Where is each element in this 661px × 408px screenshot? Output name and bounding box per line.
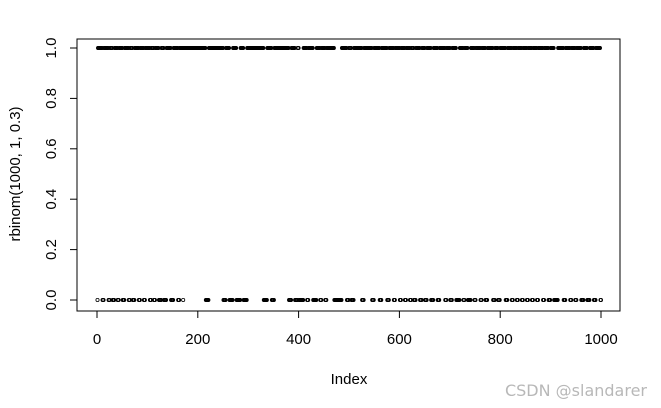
y-tick-label: 0.8 <box>43 88 60 109</box>
data-point <box>339 297 344 302</box>
data-point <box>331 46 336 51</box>
data-point <box>261 46 266 51</box>
data-point <box>473 297 478 302</box>
y-tick-label: 1.0 <box>43 38 60 59</box>
data-point <box>581 297 586 302</box>
data-point <box>264 297 269 302</box>
data-point <box>177 297 182 302</box>
data-point <box>230 297 235 302</box>
x-tick-label: 0 <box>93 331 101 348</box>
x-tick-label: 200 <box>185 331 210 348</box>
data-point <box>122 297 127 302</box>
data-point <box>449 297 454 302</box>
data-point <box>289 297 294 302</box>
data-point <box>398 297 403 302</box>
x-tick-label: 1000 <box>584 331 617 348</box>
data-point <box>542 297 547 302</box>
y-tick-label: 0.6 <box>43 138 60 159</box>
data-point <box>597 46 602 51</box>
data-point <box>593 297 598 302</box>
data-point <box>296 46 301 51</box>
data-point <box>555 297 560 302</box>
data-point <box>551 46 556 51</box>
data-point <box>424 297 429 302</box>
data-point <box>152 297 157 302</box>
y-tick-label: 0.2 <box>43 239 60 260</box>
x-tick-label: 600 <box>387 331 412 348</box>
data-point <box>497 297 502 302</box>
data-point <box>569 297 574 302</box>
data-point <box>223 297 228 302</box>
data-point <box>437 297 442 302</box>
data-point <box>599 297 604 302</box>
data-point <box>241 46 246 51</box>
data-point <box>181 297 186 302</box>
x-tick-label: 800 <box>488 331 513 348</box>
data-point <box>227 46 232 51</box>
data-point <box>431 297 436 302</box>
data-point <box>386 297 391 302</box>
data-point <box>301 297 306 302</box>
data-point <box>530 297 535 302</box>
data-point <box>403 297 408 302</box>
data-point <box>244 297 249 302</box>
data-point <box>457 297 462 302</box>
data-point <box>306 297 311 302</box>
data-point <box>587 297 592 302</box>
data-point <box>234 46 239 51</box>
data-point <box>520 297 525 302</box>
data-point <box>137 297 142 302</box>
data-point <box>351 297 356 302</box>
plot-frame <box>76 38 621 312</box>
data-point <box>324 297 329 302</box>
data-point <box>453 46 458 51</box>
data-point <box>361 297 366 302</box>
data-point <box>310 46 315 51</box>
data-point <box>505 297 510 302</box>
data-point <box>574 297 579 302</box>
data-point <box>95 297 100 302</box>
data-point <box>371 297 376 302</box>
y-axis-title: rbinom(1000, 1, 0.3) <box>7 106 24 241</box>
data-point <box>392 297 397 302</box>
data-point <box>444 297 449 302</box>
data-point <box>314 297 319 302</box>
data-point <box>548 297 553 302</box>
data-points <box>95 46 604 302</box>
data-point <box>563 297 568 302</box>
x-tick-label: 400 <box>286 331 311 348</box>
data-point <box>132 297 137 302</box>
data-point <box>525 297 530 302</box>
data-point <box>206 297 211 302</box>
x-axis: 0 200 400 600 800 1000 <box>93 310 618 348</box>
x-axis-title: Index <box>331 371 368 388</box>
y-axis: 0.0 0.2 0.4 0.6 0.8 1.0 <box>43 38 78 311</box>
data-point <box>510 297 515 302</box>
data-point <box>271 297 276 302</box>
data-point <box>116 297 121 302</box>
data-point <box>142 297 147 302</box>
watermark: CSDN @slandarer <box>504 381 647 400</box>
data-point <box>515 297 520 302</box>
data-point <box>468 297 473 302</box>
data-point <box>479 297 484 302</box>
y-tick-label: 0.0 <box>43 290 60 311</box>
y-tick-label: 0.4 <box>43 189 60 210</box>
data-point <box>379 297 384 302</box>
data-point <box>319 297 324 302</box>
data-point <box>536 297 541 302</box>
data-point <box>485 297 490 302</box>
data-point <box>171 297 176 302</box>
data-point <box>101 297 106 302</box>
data-point <box>164 297 169 302</box>
data-point <box>413 297 418 302</box>
